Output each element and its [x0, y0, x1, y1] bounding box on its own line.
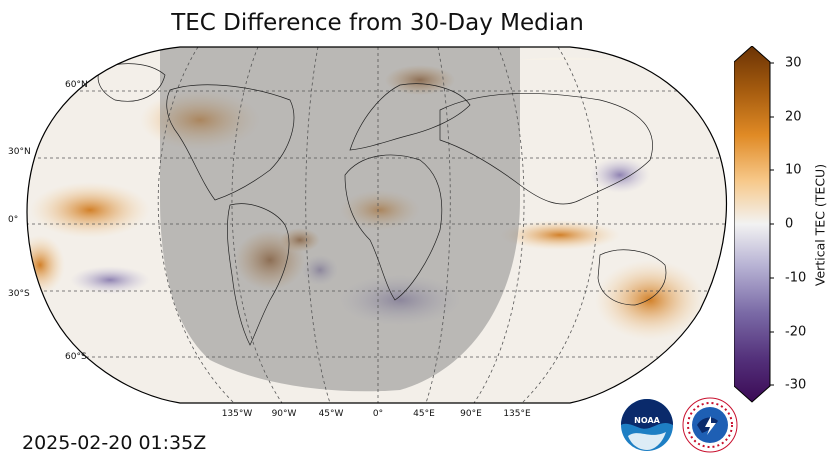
colorbar-tick: 30: [785, 55, 802, 71]
nws-logo: [682, 397, 738, 453]
lat-label-30n: 30°N: [8, 147, 31, 157]
lon-label-90w: 90°W: [271, 409, 297, 419]
noaa-logo: NOAA: [621, 399, 673, 451]
colorbar-tick: -10: [785, 270, 807, 286]
lat-label-30s: 30°S: [8, 289, 30, 299]
colorbar-label: Vertical TEC (TECU): [812, 163, 828, 287]
timestamp: 2025-02-20 01:35Z: [22, 432, 207, 454]
colorbar-tick: -20: [785, 324, 807, 340]
colorbar-tick: 10: [785, 162, 802, 178]
colorbar-tick: 0: [785, 216, 794, 232]
lon-label-135e: 135°E: [503, 409, 531, 419]
lat-label-60n: 60°N: [65, 80, 88, 90]
lon-label-90e: 90°E: [460, 409, 482, 419]
lon-label-0: 0°: [372, 409, 384, 419]
lon-label-45w: 45°W: [318, 409, 344, 419]
colorbar-tick: -30: [785, 377, 807, 393]
map-title: TEC Difference from 30-Day Median: [171, 10, 584, 36]
colorbar-tick: 20: [785, 109, 802, 125]
colorbar: [734, 46, 774, 403]
lat-label-60s: 60°S: [65, 352, 87, 362]
noaa-logo-text: NOAA: [634, 416, 660, 425]
lon-label-135w: 135°W: [221, 409, 253, 419]
lon-label-45e: 45°E: [413, 409, 435, 419]
lat-label-0: 0°: [8, 215, 19, 225]
